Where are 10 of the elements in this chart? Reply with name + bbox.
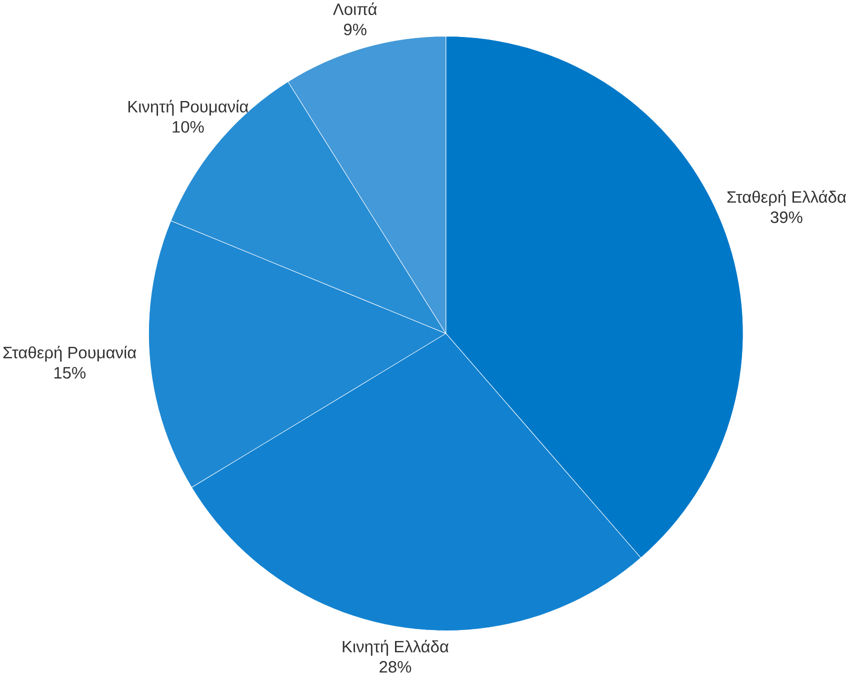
data-label: 9% <box>344 24 366 36</box>
slice-label: Κινητή Ελλάδα <box>342 640 449 656</box>
slice-label: Σταθερή Ελλάδα <box>727 190 846 206</box>
slice-label: Λοιπά <box>332 2 377 15</box>
data-label: 39% <box>770 211 802 223</box>
data-label: 10% <box>172 120 204 133</box>
slice-label: Σταθερή Ρουμανία <box>3 346 136 362</box>
data-label: 28% <box>380 660 412 673</box>
slice-label: Κινητή Ρουμανία <box>128 100 248 116</box>
data-label: 15% <box>54 366 86 379</box>
